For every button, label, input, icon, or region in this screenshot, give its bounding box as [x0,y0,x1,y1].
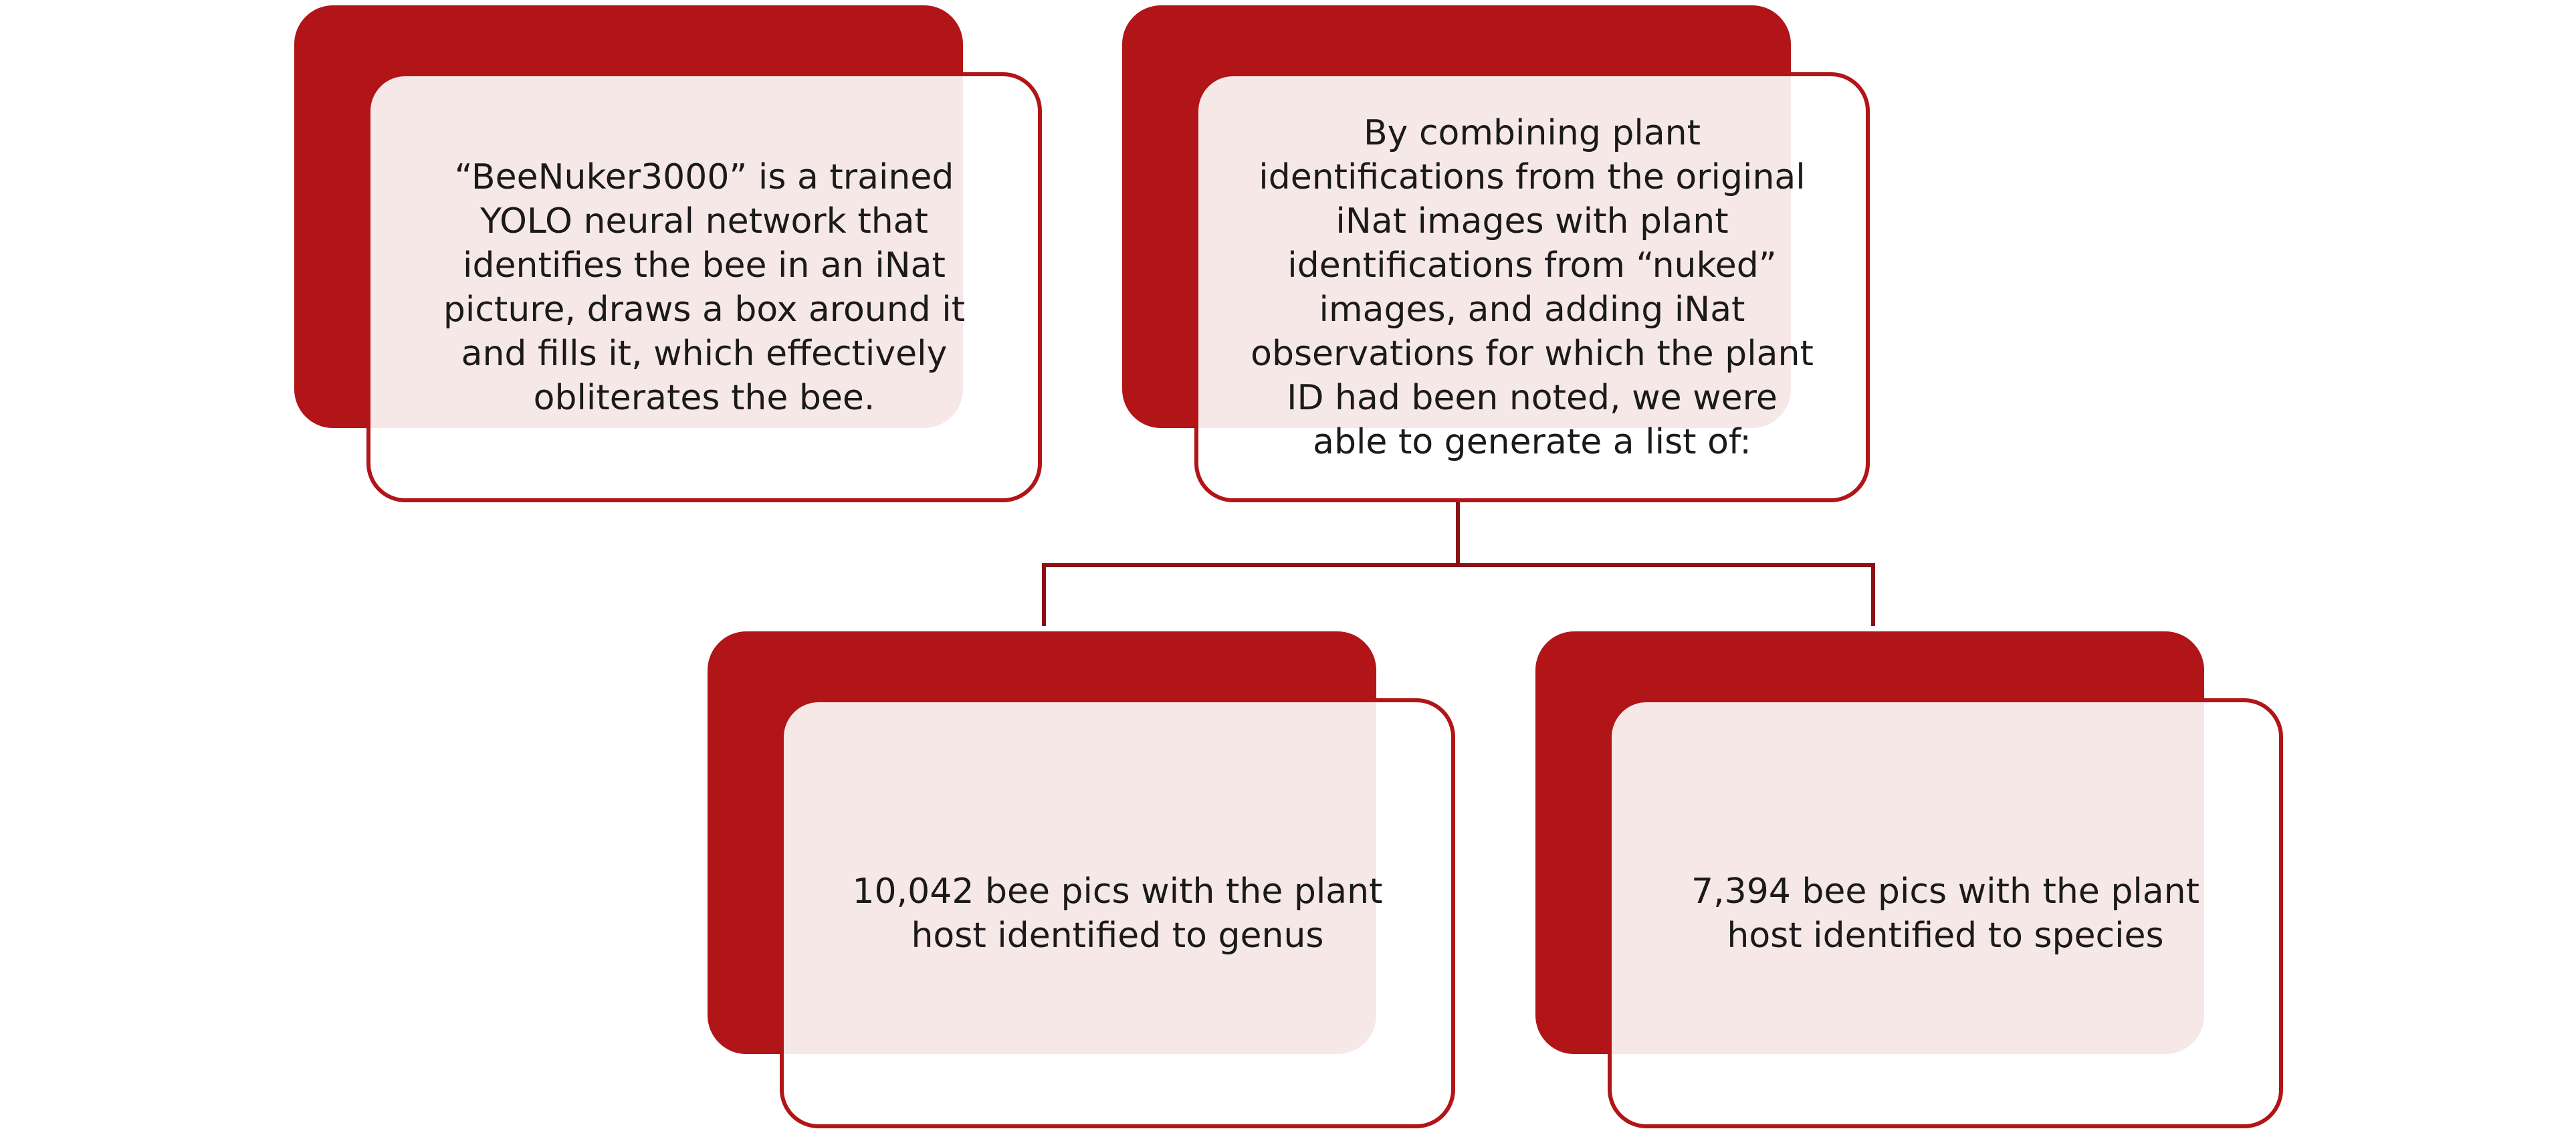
connector-horizontal [1042,563,1875,567]
beenuker-text: “BeeNuker3000” is a trained YOLO neural … [443,157,966,418]
connector-left-drop [1042,563,1046,626]
connector-vertical-main [1456,502,1460,565]
genus-text: 10,042 bee pics with the plant host iden… [852,871,1383,956]
connector-right-drop [1871,563,1875,626]
combining-text: By combining plant identifications from … [1251,112,1814,462]
species-text: 7,394 bee pics with the plant host ident… [1691,871,2199,956]
species-box: 7,394 bee pics with the plant host ident… [1608,698,2283,1128]
genus-box: 10,042 bee pics with the plant host iden… [780,698,1455,1128]
combining-box: By combining plant identifications from … [1194,72,1870,502]
beenuker-box: “BeeNuker3000” is a trained YOLO neural … [366,72,1042,502]
